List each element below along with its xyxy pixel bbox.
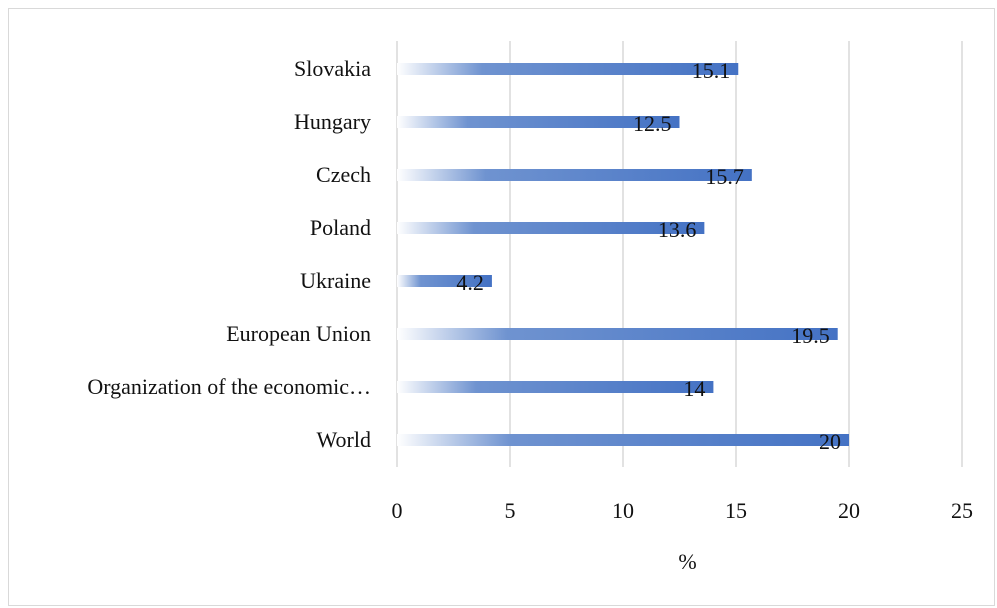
- data-label: 4.2: [456, 270, 484, 295]
- category-label: Poland: [310, 215, 371, 240]
- x-tick-label: 25: [951, 498, 973, 523]
- x-tick-label: 10: [612, 498, 634, 523]
- data-label: 12.5: [633, 111, 672, 136]
- bar-5: [397, 328, 838, 340]
- data-label: 15.1: [692, 58, 731, 83]
- bars: [397, 63, 849, 446]
- data-label: 13.6: [658, 217, 697, 242]
- bar-4: [397, 275, 492, 287]
- bar-6: [397, 381, 714, 393]
- data-label: 20: [819, 429, 841, 454]
- category-label: European Union: [226, 321, 371, 346]
- category-labels: Slovakia Hungary Czech Poland Ukraine Europea…: [87, 56, 371, 452]
- category-label: Slovakia: [294, 56, 371, 81]
- x-tick-label: 20: [838, 498, 860, 523]
- x-tick-labels: 0 5 10 15 20 25: [392, 498, 974, 523]
- category-label: World: [317, 427, 371, 452]
- bar-1: [397, 116, 680, 128]
- bar-2: [397, 169, 752, 181]
- bar-0: [397, 63, 739, 75]
- category-label: Ukraine: [300, 268, 371, 293]
- x-tick-label: 0: [392, 498, 403, 523]
- x-tick-label: 15: [725, 498, 747, 523]
- category-label: Organization of the economic…: [87, 374, 371, 399]
- gridlines: [396, 41, 963, 467]
- bar-3: [397, 222, 705, 234]
- x-tick-label: 5: [505, 498, 516, 523]
- data-label: 19.5: [791, 323, 830, 348]
- bar-chart: Slovakia Hungary Czech Poland Ukraine Europea…: [87, 41, 974, 574]
- data-label: 14: [683, 376, 705, 401]
- chart-frame: Slovakia Hungary Czech Poland Ukraine Europea…: [8, 8, 995, 606]
- data-labels: 15.1 12.5 15.7 13.6 4.2 19.5 14 20: [456, 58, 841, 454]
- x-axis-title: %: [678, 549, 696, 574]
- bar-7: [397, 434, 849, 446]
- category-label: Czech: [316, 162, 371, 187]
- category-label: Hungary: [294, 109, 371, 134]
- data-label: 15.7: [705, 164, 744, 189]
